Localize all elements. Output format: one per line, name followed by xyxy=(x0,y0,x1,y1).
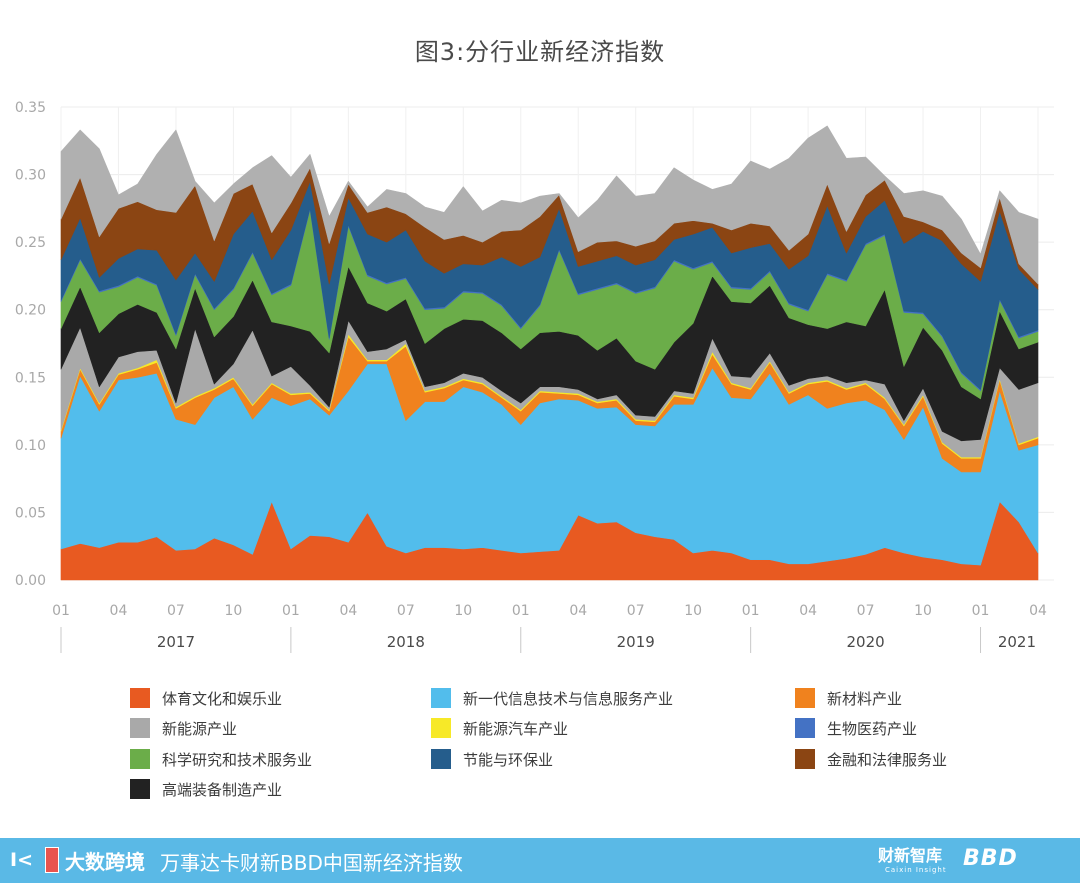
x-tick-label: 07 xyxy=(167,603,185,619)
footer-title: 万事达卡财新BBD中国新经济指数 xyxy=(160,851,463,875)
legend-item: 金融和法律服务业 xyxy=(795,747,947,771)
year-axis: 2017 2018 2019 2020 2021 xyxy=(60,627,1036,653)
legend-label: 新能源产业 xyxy=(162,719,238,738)
legend-swatch xyxy=(130,779,150,799)
x-tick-label: 01 xyxy=(972,603,990,619)
footer-brand-caixin: 财新智库 xyxy=(878,846,943,865)
x-tick-label: 01 xyxy=(512,603,530,619)
x-tick-label: 07 xyxy=(397,603,415,619)
legend-label: 节能与环保业 xyxy=(463,750,554,769)
legend-label: 高端装备制造产业 xyxy=(162,780,283,799)
year-label: 2017 xyxy=(157,633,195,651)
legend-label: 新一代信息技术与信息服务产业 xyxy=(463,689,674,708)
y-tick-label: 0.25 xyxy=(15,235,46,251)
area-series-group xyxy=(60,125,1039,581)
logo-badge-icon xyxy=(45,847,59,873)
year-label: 2020 xyxy=(846,633,884,651)
y-tick-label: 0.00 xyxy=(15,573,46,589)
x-tick-label: 10 xyxy=(224,603,242,619)
legend-swatch xyxy=(130,718,150,738)
y-tick-label: 0.20 xyxy=(15,303,46,319)
x-tick-label: 01 xyxy=(52,603,70,619)
legend-swatch xyxy=(130,749,150,769)
x-tick-label: 04 xyxy=(339,603,357,619)
year-label: 2018 xyxy=(387,633,425,651)
y-tick-label: 0.35 xyxy=(15,100,46,116)
footer-logo: I< 大数跨境 xyxy=(10,845,145,875)
legend-item: 科学研究和技术服务业 xyxy=(130,747,312,771)
legend-item: 新材料产业 xyxy=(795,686,902,710)
legend-label: 金融和法律服务业 xyxy=(827,750,948,769)
logo-mark: I< xyxy=(10,849,33,871)
x-tick-label: 04 xyxy=(1029,603,1047,619)
legend-swatch xyxy=(431,749,451,769)
y-tick-label: 0.05 xyxy=(15,505,46,521)
legend-item: 新一代信息技术与信息服务产业 xyxy=(431,686,673,710)
footer-brand-caixin-sub: Caixin Insight xyxy=(885,866,947,874)
legend-item: 节能与环保业 xyxy=(431,747,553,771)
legend-item: 体育文化和娱乐业 xyxy=(130,686,282,710)
x-tick-label: 01 xyxy=(742,603,760,619)
area-series-10 xyxy=(60,125,1039,285)
year-label: 2019 xyxy=(617,633,655,651)
legend-swatch xyxy=(130,688,150,708)
legend-swatch xyxy=(431,688,451,708)
x-tick-label: 07 xyxy=(857,603,875,619)
legend-label: 新能源汽车产业 xyxy=(463,719,569,738)
legend-swatch xyxy=(795,718,815,738)
legend-item: 新能源产业 xyxy=(130,716,237,740)
footer-brand-bbd: BBD xyxy=(963,846,1018,871)
footer-banner: I< 大数跨境 万事达卡财新BBD中国新经济指数 财新智库 Caixin Ins… xyxy=(0,838,1080,883)
legend-label: 体育文化和娱乐业 xyxy=(162,689,283,708)
logo-text: 大数跨境 xyxy=(65,849,145,874)
x-tick-label: 10 xyxy=(914,603,932,619)
y-tick-label: 0.15 xyxy=(15,370,46,386)
legend-swatch xyxy=(431,718,451,738)
legend-label: 科学研究和技术服务业 xyxy=(162,750,313,769)
legend-item: 生物医药产业 xyxy=(795,716,917,740)
x-tick-label: 04 xyxy=(110,603,128,619)
legend-item: 新能源汽车产业 xyxy=(431,716,568,740)
legend-item: 高端装备制造产业 xyxy=(130,777,282,801)
stacked-area-chart: 0.00 0.05 0.10 0.15 0.20 0.25 0.30 0.35 01 04 07 1… xyxy=(15,100,1054,653)
x-tick-label: 10 xyxy=(684,603,702,619)
x-tick-label: 04 xyxy=(569,603,587,619)
x-tick-label: 07 xyxy=(627,603,645,619)
x-tick-label: 04 xyxy=(799,603,817,619)
chart-title: 图3:分行业新经济指数 xyxy=(414,38,666,66)
y-tick-label: 0.10 xyxy=(15,438,46,454)
legend-swatch xyxy=(795,688,815,708)
y-tick-label: 0.30 xyxy=(15,168,46,184)
x-axis-ticks: 01 04 07 10 01 04 07 10 01 04 07 10 01 04 07 10 01 04 xyxy=(52,603,1047,619)
year-label: 2021 xyxy=(998,633,1036,651)
x-tick-label: 10 xyxy=(454,603,472,619)
y-axis-ticks: 0.00 0.05 0.10 0.15 0.20 0.25 0.30 0.35 xyxy=(15,100,46,589)
legend-label: 新材料产业 xyxy=(827,689,903,708)
legend-swatch xyxy=(795,749,815,769)
x-tick-label: 01 xyxy=(282,603,300,619)
legend-label: 生物医药产业 xyxy=(827,719,918,738)
